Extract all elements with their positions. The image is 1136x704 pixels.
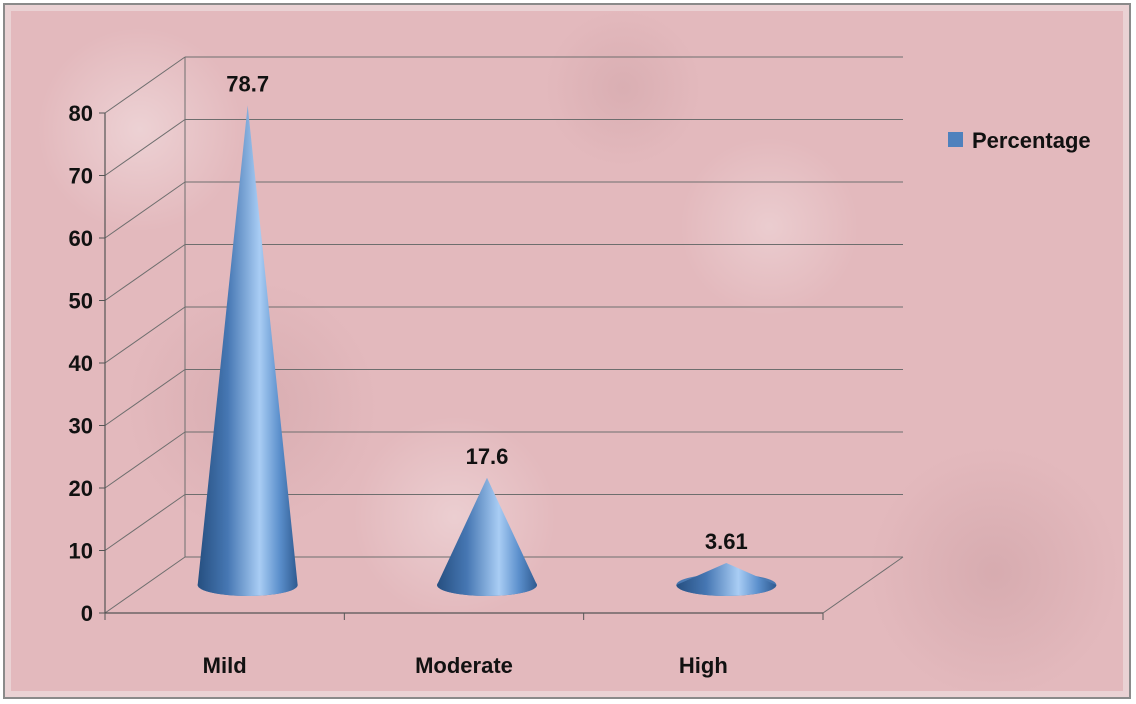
y-tick-label-0: 0 [81, 601, 93, 626]
y-tick-label-10: 10 [69, 539, 93, 564]
cone-body-mild [197, 105, 298, 596]
legend: Percentage [948, 128, 1091, 153]
gridline-d-80 [104, 56, 186, 114]
cone-moderate [437, 477, 537, 596]
y-tick-label-80: 80 [69, 101, 93, 126]
gridline-d-0 [104, 556, 186, 614]
cone-body-moderate [437, 477, 537, 596]
series-percentage [197, 105, 777, 597]
data-label-high: 3.61 [705, 529, 748, 554]
gridline-d-50 [104, 244, 186, 301]
gridlines [104, 56, 903, 614]
y-tick-label-30: 30 [69, 414, 93, 439]
y-tick-label-50: 50 [69, 289, 93, 314]
gridline-d-10 [104, 494, 186, 551]
gridline-d-70 [104, 119, 186, 176]
cone-body-high [676, 563, 777, 597]
y-tick-label-40: 40 [69, 351, 93, 376]
cone-chart: 0 10 20 30 40 50 60 70 80 Mild Moderate High 78.7 1… [69, 56, 1091, 678]
cone-mild [197, 105, 298, 596]
y-tick-label-60: 60 [69, 226, 93, 251]
x-axis-labels: Mild Moderate High [203, 653, 728, 678]
x-label-high: High [679, 653, 728, 678]
x-label-moderate: Moderate [415, 653, 513, 678]
legend-label-percentage: Percentage [972, 128, 1091, 153]
data-label-moderate: 17.6 [466, 444, 509, 469]
y-axis-ticks: 0 10 20 30 40 50 60 70 80 [69, 101, 105, 626]
chart-area: 0 10 20 30 40 50 60 70 80 Mild Moderate High 78.7 1… [3, 3, 1131, 699]
gridline-d-20 [104, 431, 186, 489]
gridline-d-60 [104, 181, 186, 239]
gridline-d-40 [104, 306, 186, 364]
data-labels: 78.7 17.6 3.61 [226, 71, 747, 554]
x-label-mild: Mild [203, 653, 247, 678]
y-tick-label-20: 20 [69, 476, 93, 501]
y-tick-label-70: 70 [69, 164, 93, 189]
gridline-d-30 [104, 369, 186, 426]
axes [104, 57, 904, 620]
cone-high [676, 563, 777, 597]
data-label-mild: 78.7 [226, 71, 269, 96]
legend-swatch-percentage [948, 132, 963, 147]
